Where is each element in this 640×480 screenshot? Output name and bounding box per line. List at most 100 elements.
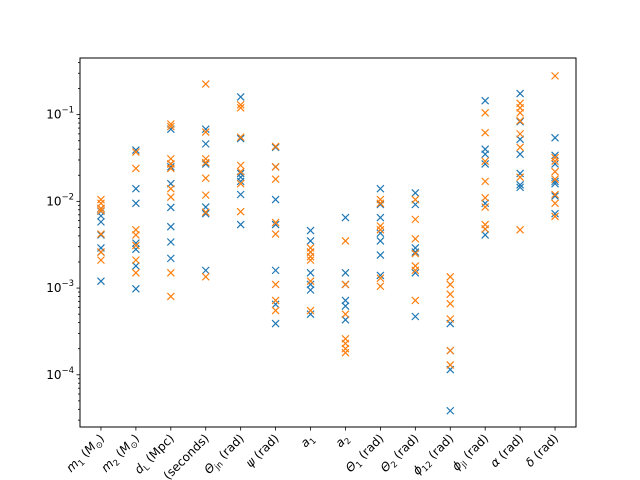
marker-s0-c1-p4 (131, 199, 140, 208)
marker-s1-c3-p6 (201, 128, 210, 136)
marker-s1-c13-p6 (551, 153, 559, 162)
marker-s0-c8-p0 (376, 271, 385, 280)
marker-s0-c1-p5 (131, 184, 140, 193)
marker-s1-c12-p7 (516, 99, 525, 108)
marker-s1-c4-p3 (236, 161, 245, 170)
marker-s0-c3-p0 (201, 266, 210, 275)
marker-s0-c8-p1 (376, 251, 385, 260)
marker-s0-c11-p6 (481, 96, 490, 105)
marker-s1-c4-p6 (236, 100, 245, 109)
marker-s1-c8-p2 (376, 225, 385, 234)
marker-s1-c3-p1 (201, 208, 210, 217)
marker-s0-c4-p6 (236, 93, 245, 101)
y-axis: 10−4 10−3 10−2 10−1 (46, 62, 80, 421)
marker-s0-c8-p6 (376, 184, 385, 193)
marker-s0-c5-p2 (271, 266, 280, 275)
y-tick-label: 10−2 (46, 192, 74, 208)
marker-s0-c12-p1 (516, 180, 525, 189)
marker-s0-c13-p6 (551, 133, 559, 142)
marker-s1-c11-p1 (481, 220, 490, 229)
marker-s0-c11-p5 (481, 145, 490, 154)
marker-s1-c13-p1 (551, 199, 559, 208)
marker-s1-c5-p2 (271, 280, 280, 289)
marker-s0-c7-p5 (341, 213, 350, 222)
marker-s1-c8-p5 (376, 195, 385, 204)
marker-s0-c5-p0 (271, 319, 280, 328)
marker-s1-c13-p2 (551, 190, 559, 199)
marker-s0-c3-p5 (201, 125, 210, 134)
marker-s0-c13-p1 (551, 192, 559, 201)
marker-s1-c11-p3 (481, 193, 490, 202)
marker-s0-c9-p1 (411, 268, 420, 277)
marker-s1-c2-p0 (166, 292, 175, 301)
marker-s1-c3-p2 (201, 191, 210, 200)
marker-s1-c2-p3 (166, 184, 175, 193)
marker-s1-c2-p8 (166, 120, 175, 128)
marker-s1-c1-p1 (131, 256, 140, 265)
marker-s1-c8-p3 (376, 222, 385, 230)
marker-s1-c3-p7 (201, 80, 210, 89)
plot-marks (97, 71, 559, 415)
x-tick-label: m2​ (M⊙​) (98, 431, 144, 477)
marker-s0-c3-p1 (201, 209, 210, 218)
marker-s1-c10-p2 (446, 315, 455, 323)
y-tick-label: 10−3 (46, 279, 74, 295)
marker-s1-c5-p6 (271, 162, 280, 171)
marker-s1-c10-p3 (446, 299, 455, 308)
marker-s1-c11-p2 (481, 203, 490, 211)
marker-s0-c13-p5 (551, 151, 559, 160)
marker-s1-c10-p5 (446, 280, 455, 289)
marker-s1-c9-p3 (411, 249, 420, 258)
marker-s0-c12-p6 (516, 89, 525, 98)
marker-s0-c2-p5 (166, 162, 175, 171)
marker-s1-c3-p5 (201, 154, 210, 163)
marker-s0-c12-p0 (516, 183, 525, 192)
marker-s1-c0-p0 (97, 256, 105, 265)
marker-s0-c4-p0 (236, 220, 245, 229)
y-tick-label: 10−1 (46, 106, 74, 122)
marker-s0-c2-p2 (166, 222, 175, 231)
marker-s1-c12-p3 (516, 129, 525, 138)
marker-s1-c12-p1 (516, 173, 525, 182)
marker-s0-c6-p3 (306, 268, 315, 277)
marker-s1-c2-p6 (166, 154, 175, 163)
marker-s1-c1-p6 (131, 148, 140, 157)
marker-s0-c0-p3 (97, 231, 105, 239)
marker-s0-c11-p0 (481, 231, 490, 239)
marker-s0-c0-p4 (97, 217, 105, 226)
marker-s0-c4-p3 (236, 173, 245, 182)
marker-s1-c9-p2 (411, 262, 420, 270)
marker-s0-c12-p2 (516, 169, 525, 178)
marker-s1-c13-p7 (551, 71, 559, 80)
marker-s0-c7-p0 (341, 315, 350, 324)
marker-s1-c4-p0 (236, 207, 245, 216)
marker-s1-c9-p4 (411, 234, 420, 243)
marker-s0-c13-p0 (551, 209, 559, 218)
marker-s0-c7-p1 (341, 302, 350, 311)
marker-s1-c1-p5 (131, 164, 140, 173)
marker-s1-c5-p0 (271, 306, 280, 315)
marker-s0-c5-p3 (271, 220, 280, 229)
marker-s1-c4-p2 (236, 167, 245, 176)
marker-s0-c1-p0 (131, 284, 140, 293)
marker-s1-c5-p3 (271, 230, 280, 238)
marker-s1-c5-p7 (271, 142, 280, 151)
marker-s0-c4-p4 (236, 169, 245, 178)
marker-s1-c6-p1 (306, 277, 315, 286)
marker-s0-c6-p5 (306, 236, 315, 245)
marker-s1-c11-p4 (481, 177, 490, 186)
marker-s0-c5-p4 (271, 195, 280, 204)
marker-s0-c7-p2 (341, 296, 350, 305)
marker-s0-c7-p4 (341, 268, 350, 277)
marker-s1-c5-p4 (271, 218, 280, 227)
marker-s0-c8-p4 (376, 213, 385, 222)
marker-s0-c12-p3 (516, 150, 525, 159)
marker-s1-c11-p7 (481, 108, 490, 117)
marker-s1-c0-p5 (97, 199, 105, 208)
marker-s0-c11-p2 (481, 199, 490, 208)
y-tick-label: 10−4 (46, 366, 74, 382)
marker-s1-c13-p0 (551, 212, 559, 221)
marker-s1-c11-p5 (481, 157, 490, 166)
marker-s0-c6-p0 (306, 310, 315, 319)
